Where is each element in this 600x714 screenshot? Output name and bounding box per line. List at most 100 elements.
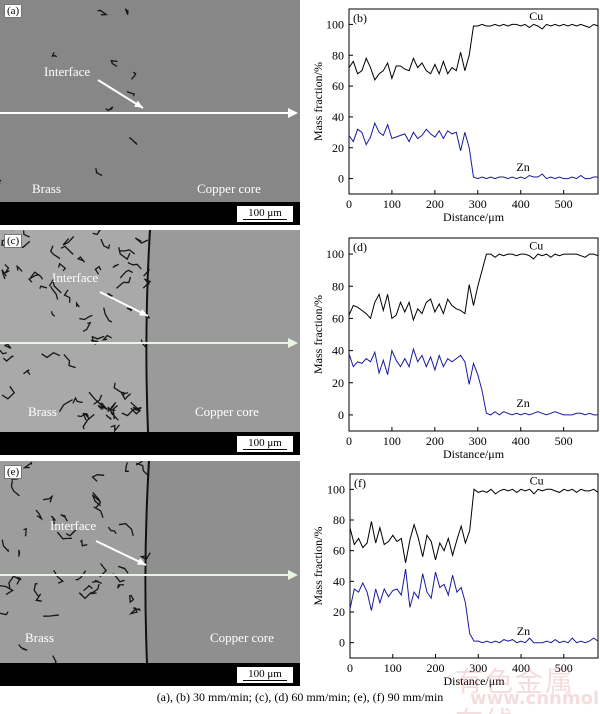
dendrite	[1, 269, 7, 280]
dendrite	[116, 276, 132, 289]
dendrite	[132, 607, 141, 612]
dendrite	[43, 494, 54, 503]
scale-bar: 100 μm	[237, 667, 293, 683]
dendrite	[91, 474, 105, 482]
dendrite	[121, 408, 138, 417]
dendrite	[79, 314, 93, 321]
scale-bar: 100 μm	[237, 206, 293, 222]
x-tick-label: 400	[512, 434, 530, 448]
dendrite	[10, 480, 20, 497]
y-tick-label: 0	[339, 636, 345, 650]
brass-label: Brass	[32, 181, 61, 196]
dendrite	[105, 106, 114, 112]
y-tick-label: 100	[327, 482, 345, 496]
y-tick-label: 20	[332, 376, 344, 390]
series-label-zn: Zn	[516, 160, 529, 174]
chart-b: 0 20 40 60 80 100 0 100 200 300 400 500 Distance/μm M…	[300, 0, 600, 230]
plot-frame	[348, 8, 599, 195]
dendrite	[18, 644, 28, 651]
x-tick-label: 0	[346, 434, 352, 448]
dendrite	[53, 569, 65, 584]
dendrite	[60, 245, 74, 255]
dendrite	[23, 527, 27, 537]
dendrite	[119, 249, 136, 255]
dendrite	[93, 506, 104, 518]
micrograph-e: (e) Interface Brass Copper core 100 μm	[0, 461, 300, 686]
y-tick-label: 100	[326, 247, 344, 261]
dendrite	[33, 583, 40, 598]
dendrite	[117, 584, 124, 589]
micrograph-c: (c) Interface Brass Copper core 100 μm	[0, 230, 300, 455]
copper-core-label: Copper core	[210, 630, 274, 645]
brass-label: Brass	[25, 630, 54, 645]
x-tick-label: 200	[426, 197, 444, 211]
x-tick-label: 100	[383, 434, 401, 448]
dendrite	[90, 583, 100, 595]
x-tick-label: 300	[469, 661, 487, 675]
interface-arrow	[97, 79, 144, 109]
dendrite	[127, 262, 142, 270]
dendrite	[129, 594, 135, 604]
dendrite	[72, 396, 83, 404]
dendrite	[95, 168, 103, 177]
panel-label: (d)	[353, 240, 367, 254]
micrograph-a: (a) Interface Brass Copper core 100 μm	[0, 0, 300, 225]
dendrite	[118, 522, 134, 536]
dendrite	[0, 349, 7, 355]
x-tick-label: 200	[426, 434, 444, 448]
dendrite	[124, 8, 129, 15]
dendrite	[110, 59, 118, 68]
y-axis-label: Mass fraction/%	[311, 527, 325, 606]
dendrite	[130, 401, 142, 412]
series-line-zn	[348, 347, 598, 416]
dendrite	[91, 335, 105, 344]
dendrite	[97, 9, 109, 16]
dendrite	[131, 71, 137, 80]
copper-core-label: Copper core	[197, 181, 261, 196]
info-bar	[0, 663, 300, 686]
dendrite	[119, 269, 134, 279]
chart-f: 0 20 40 60 80 100 0 100 200 300 400 500 Distance/μm M…	[300, 460, 600, 690]
chart-d: 0 20 40 60 80 100 0 100 200 300 400 500 Distance/μm M…	[300, 230, 600, 460]
dendrite	[1, 385, 16, 400]
scale-bar: 100 μm	[237, 436, 293, 452]
dendrite	[110, 424, 121, 433]
dendrite	[82, 321, 92, 332]
x-tick-label: 0	[347, 661, 353, 675]
x-tick-label: 500	[555, 661, 573, 675]
interface-arrow	[95, 540, 147, 566]
dendrite	[65, 528, 77, 537]
dendrite	[94, 265, 102, 275]
x-axis-label: Distance/μm	[443, 447, 505, 460]
info-bar	[0, 432, 300, 455]
dendrite	[76, 256, 86, 263]
x-tick-label: 0	[346, 197, 352, 211]
dendrite	[75, 301, 80, 308]
dendrite	[56, 531, 73, 540]
y-tick-label: 60	[332, 79, 344, 93]
dendrite	[78, 591, 93, 600]
interface-arrow-head	[139, 309, 148, 316]
dendrite	[22, 230, 30, 238]
y-tick-label: 0	[338, 408, 344, 422]
dendrite	[79, 539, 88, 547]
dendrite	[21, 240, 31, 249]
brass-label: Brass	[28, 404, 57, 419]
watermark-url: www.cnnmol.com	[470, 688, 600, 709]
dendrite	[50, 311, 56, 317]
y-tick-label: 80	[332, 48, 344, 62]
panel-label: (e)	[4, 465, 23, 479]
dendrite	[62, 236, 75, 246]
dendrite	[22, 461, 33, 469]
dendrite	[91, 579, 102, 584]
dendrite	[4, 264, 10, 274]
y-tick-label: 80	[332, 279, 344, 293]
copper-core-label: Copper core	[195, 404, 259, 419]
y-axis-label: Mass fraction/%	[311, 62, 325, 141]
y-tick-label: 40	[332, 110, 344, 124]
dendrite	[58, 399, 73, 412]
watermark-text: 有色金属在线	[455, 665, 576, 714]
x-tick-label: 100	[384, 661, 402, 675]
panel-label: (b)	[353, 11, 367, 25]
